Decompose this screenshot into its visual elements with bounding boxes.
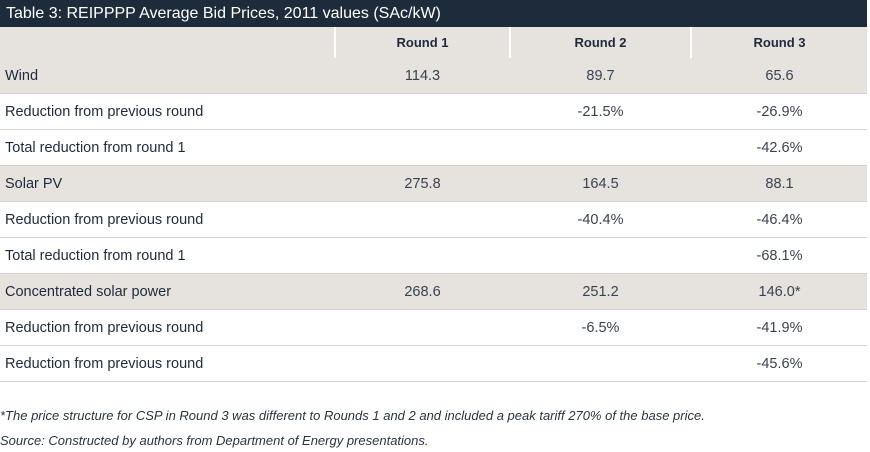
cell-round-3: 88.1 bbox=[765, 176, 794, 192]
table-title: Table 3: REIPPPP Average Bid Prices, 201… bbox=[0, 0, 867, 27]
table-row: Reduction from previous round -21.5% -26.9… bbox=[0, 94, 867, 130]
cell-round-3: -46.4% bbox=[756, 212, 803, 228]
cell-round-1 bbox=[336, 130, 509, 166]
header-cell-round-2 bbox=[511, 27, 690, 58]
row-label: Solar PV bbox=[5, 176, 63, 192]
cell-round-2: 164.5 bbox=[582, 176, 619, 192]
header-cell-round-1 bbox=[336, 27, 509, 58]
column-header-round-1: Round 1 bbox=[396, 35, 449, 50]
cell-round-3: -26.9% bbox=[756, 104, 803, 120]
cell-round-2 bbox=[511, 238, 690, 274]
column-header-round-2: Round 2 bbox=[574, 35, 627, 50]
footnote: *The price structure for CSP in Round 3 … bbox=[0, 408, 705, 423]
cell-round-2: -21.5% bbox=[577, 104, 624, 120]
row-label: Wind bbox=[5, 68, 39, 84]
cell-round-3: -45.6% bbox=[756, 356, 803, 372]
header-divider bbox=[334, 27, 336, 58]
cell-round-1: 114.3 bbox=[404, 68, 441, 84]
table-row: Total reduction from round 1 -68.1% bbox=[0, 238, 867, 274]
cell-round-1 bbox=[336, 202, 509, 238]
header-divider bbox=[509, 27, 511, 58]
row-label: Reduction from previous round bbox=[5, 104, 204, 120]
table-row: Solar PV 275.8 164.5 88.1 bbox=[0, 166, 867, 202]
row-label: Reduction from previous round bbox=[5, 320, 204, 336]
header-cell-empty bbox=[0, 27, 334, 58]
row-label: Reduction from previous round bbox=[5, 356, 204, 372]
cell-round-2: -40.4% bbox=[577, 212, 624, 228]
table-row: Reduction from previous round -40.4% -46.4… bbox=[0, 202, 867, 238]
table-row: Wind 114.3 89.7 65.6 bbox=[0, 58, 867, 94]
header-divider bbox=[690, 27, 692, 58]
cell-round-3: -41.9% bbox=[756, 320, 803, 336]
cell-round-2: 89.7 bbox=[586, 68, 615, 84]
header-cell-round-3 bbox=[692, 27, 867, 58]
cell-round-2: 251.2 bbox=[582, 284, 619, 300]
table-row: Reduction from previous round -45.6% bbox=[0, 346, 867, 382]
table-row: Concentrated solar power 268.6 251.2 146.0* bbox=[0, 274, 867, 310]
cell-round-1: 275.8 bbox=[404, 176, 441, 192]
cell-round-1 bbox=[336, 346, 509, 382]
row-label: Total reduction from round 1 bbox=[5, 140, 186, 156]
row-label: Concentrated solar power bbox=[5, 284, 172, 300]
column-header-round-3: Round 3 bbox=[753, 35, 806, 50]
cell-round-2: -6.5% bbox=[581, 320, 620, 336]
row-label: Total reduction from round 1 bbox=[5, 248, 186, 264]
table-row: Reduction from previous round -6.5% -41.9% bbox=[0, 310, 867, 346]
table-row: Total reduction from round 1 -42.6% bbox=[0, 130, 867, 166]
row-label: Reduction from previous round bbox=[5, 212, 204, 228]
cell-round-2 bbox=[511, 130, 690, 166]
cell-round-3: 146.0* bbox=[758, 284, 801, 300]
cell-round-2 bbox=[511, 346, 690, 382]
cell-round-1 bbox=[336, 310, 509, 346]
cell-round-1: 268.6 bbox=[404, 284, 441, 300]
cell-round-3: 65.6 bbox=[765, 68, 794, 84]
cell-round-1 bbox=[336, 94, 509, 130]
cell-round-3: -42.6% bbox=[756, 140, 803, 156]
cell-round-3: -68.1% bbox=[756, 248, 803, 264]
cell-round-1 bbox=[336, 238, 509, 274]
source-note: Source: Constructed by authors from Depa… bbox=[0, 433, 429, 448]
